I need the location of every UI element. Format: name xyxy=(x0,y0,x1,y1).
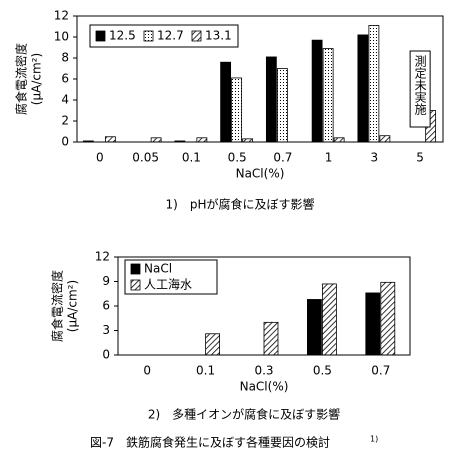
x-tick-label: 0.5 xyxy=(313,364,332,378)
bar xyxy=(333,137,345,143)
x-tick-label: 0.5 xyxy=(228,151,247,165)
bar xyxy=(368,25,380,143)
x-tick-label: 0.7 xyxy=(273,151,292,165)
y-tick-label: 9 xyxy=(102,274,110,288)
bar xyxy=(205,333,221,356)
x-tick-label: 0.7 xyxy=(371,364,390,378)
bar xyxy=(231,77,243,143)
legend-label: 13.1 xyxy=(205,29,232,43)
bar xyxy=(322,48,334,143)
caption: 2) 多種イオンが腐食に及ぼす影響 xyxy=(148,407,340,422)
y-tick-label: 0 xyxy=(61,135,69,149)
x-tick-label: 5 xyxy=(416,151,424,165)
y-tick-label: 6 xyxy=(61,72,69,86)
legend-label: 12.7 xyxy=(157,29,184,43)
annotation: 測定未実施 xyxy=(413,55,427,115)
bar xyxy=(265,56,277,143)
y-tick-label: 0 xyxy=(102,348,110,362)
y-axis-unit: (μA/cm²) xyxy=(30,53,44,105)
bar xyxy=(321,283,337,356)
bar xyxy=(220,61,232,143)
x-axis-label: NaCl(%) xyxy=(236,167,285,181)
bar xyxy=(365,292,381,356)
bar xyxy=(306,299,322,356)
bar xyxy=(311,39,323,143)
y-tick-label: 2 xyxy=(61,114,69,128)
y-axis-label: 腐食電流密度 xyxy=(14,43,29,115)
bar xyxy=(196,137,208,143)
x-tick-label: 0 xyxy=(96,151,104,165)
x-axis-label: NaCl(%) xyxy=(240,380,289,394)
legend-swatch xyxy=(130,263,141,275)
bar xyxy=(357,34,369,143)
caption: 1) pHが腐食に及ぼす影響 xyxy=(166,197,315,212)
bar xyxy=(380,281,396,356)
y-tick-label: 10 xyxy=(54,30,69,44)
bar xyxy=(276,68,288,143)
bar xyxy=(104,136,116,143)
y-tick-label: 3 xyxy=(102,323,110,337)
x-tick-label: 0.1 xyxy=(182,151,201,165)
bar xyxy=(379,135,391,143)
plot-frame xyxy=(117,256,411,356)
legend-swatch xyxy=(191,30,202,42)
figure-title-ref: 1) xyxy=(370,435,378,444)
y-tick-label: 4 xyxy=(61,93,69,107)
legend-swatch xyxy=(143,30,154,42)
x-tick-label: 0.05 xyxy=(132,151,159,165)
bar xyxy=(150,137,162,143)
annotation-box xyxy=(409,50,431,128)
x-tick-label: 0.1 xyxy=(196,364,215,378)
legend-box xyxy=(89,24,239,48)
bar xyxy=(263,321,279,356)
y-axis-label: 腐食電流密度 xyxy=(50,270,65,342)
x-tick-label: 0.3 xyxy=(254,364,273,378)
legend-swatch xyxy=(95,30,106,42)
y-axis-unit: (μA/cm²) xyxy=(66,280,80,332)
x-tick-label: 1 xyxy=(325,151,333,165)
y-tick-label: 8 xyxy=(61,51,69,65)
legend-label: NaCl xyxy=(144,262,172,276)
y-tick-label: 12 xyxy=(95,250,110,264)
y-tick-label: 6 xyxy=(102,299,110,313)
plot-frame xyxy=(76,15,444,143)
legend-label: 人工海水 xyxy=(144,277,192,292)
x-tick-label: 3 xyxy=(371,151,379,165)
x-tick-label: 0 xyxy=(143,364,151,378)
figure-title: 図-7 鉄筋腐食発生に及ぼす各種要因の検討 xyxy=(90,435,330,450)
legend-swatch xyxy=(130,279,141,291)
y-tick-label: 12 xyxy=(54,9,69,23)
legend-label: 12.5 xyxy=(109,29,136,43)
